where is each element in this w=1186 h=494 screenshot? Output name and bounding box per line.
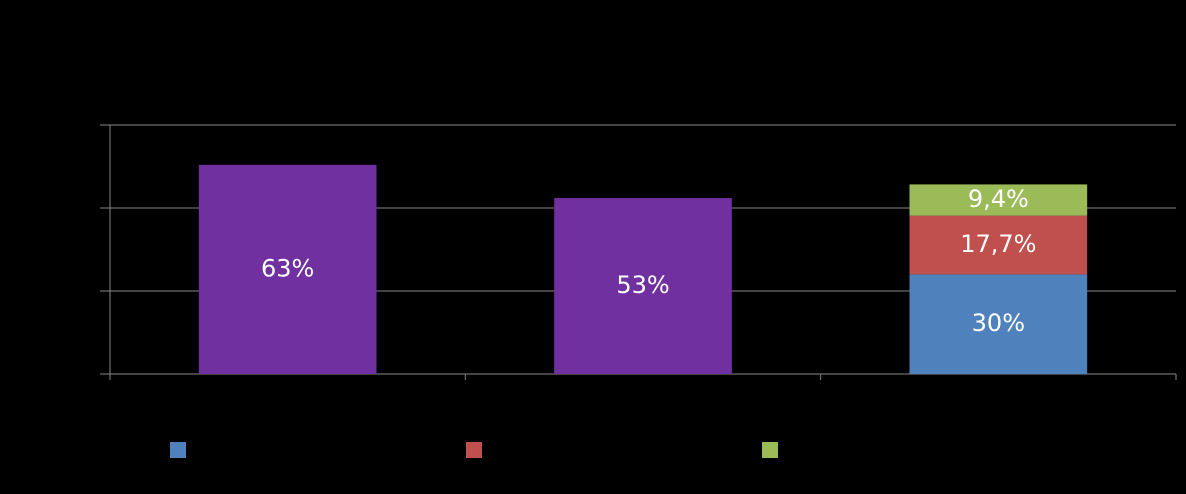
value-label: 53% [616, 271, 669, 299]
bar-segment [909, 184, 1088, 216]
legend-swatch [170, 442, 186, 458]
bar [554, 198, 732, 374]
value-label: 30% [972, 309, 1025, 337]
bar [198, 164, 377, 374]
legend-swatch [466, 442, 482, 458]
bar-segment [909, 274, 1088, 374]
value-label: 63% [261, 254, 314, 282]
value-label: 17,7% [960, 230, 1036, 258]
legend-swatch [762, 442, 778, 458]
bar-segment [909, 215, 1088, 275]
value-label: 9,4% [968, 185, 1029, 213]
